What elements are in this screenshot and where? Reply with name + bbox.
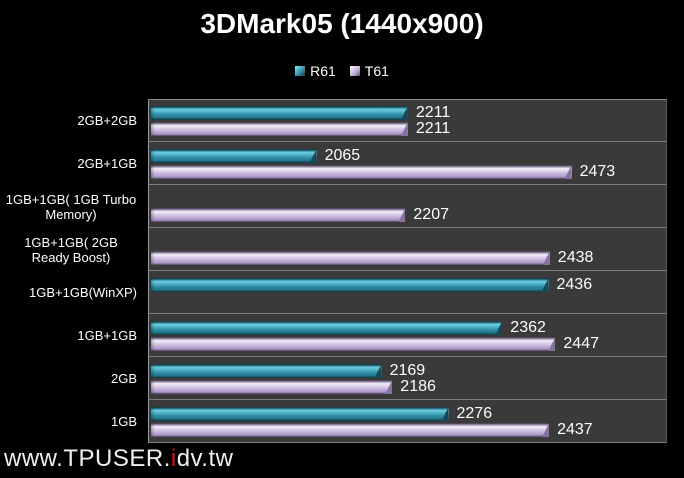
bar-slot-t61: 2438 [151,249,666,266]
legend: R61 T61 [0,63,684,79]
category-label: 2GB+2GB [0,99,148,142]
watermark-prefix: www.TPUSER. [4,445,171,472]
chart-row: 2GB+2GB 2211 2211 [0,99,667,142]
bar-slot-t61 [151,294,666,308]
chart-title: 3DMark05 (1440x900) [200,8,484,39]
plot-area: 2GB+2GB 2211 2211 2GB+1GB 2065 2473 1GB+1GB( 1… [0,99,667,443]
bar-slot-t61: 2211 [151,120,666,137]
legend-label-t61: T61 [364,63,389,79]
category-label-text: 2GB [110,371,137,386]
plot-band: 2065 2473 [148,142,667,185]
bar-slot-t61: 2473 [151,163,666,180]
category-label-text: 1GB+1GB( 2GB Ready Boost) [24,234,118,265]
chart-row: 1GB+1GB( 1GB Turbo Memory) 2207 [0,185,667,228]
bar-t61 [151,423,550,437]
bar-slot-t61: 2437 [151,421,666,438]
value-label: 2169 [389,362,426,379]
category-label: 2GB+1GB [0,142,148,185]
chart-row: 1GB+1GB( 2GB Ready Boost) 2438 [0,228,667,271]
category-label: 1GB+1GB(WinXP) [0,271,148,314]
chart-row: 2GB+1GB 2065 2473 [0,142,667,185]
value-label: 2447 [563,335,599,352]
legend-item-t61: T61 [349,63,389,79]
value-label: 2211 [415,104,451,121]
plot-band: 2207 [148,185,667,228]
chart-row: 2GB 2169 2186 [0,357,667,400]
bar-slot-r61: 2436 [151,276,666,293]
value-label: 2438 [557,249,594,266]
bar-r61 [151,106,408,120]
value-label: 2207 [413,206,449,223]
bar-slot-r61: 2169 [151,362,666,379]
plot-band: 2276 2437 [148,400,667,443]
plot-band: 2211 2211 [148,99,667,142]
bar-slot-t61: 2207 [151,206,666,223]
legend-label-r61: R61 [310,63,336,79]
bar-t61 [151,337,556,351]
category-label-text: 1GB [110,414,137,429]
value-label: 2473 [579,163,616,180]
bar-slot-r61: 2065 [151,147,666,164]
bar-slot-r61 [151,192,666,206]
value-label: 2362 [510,319,546,336]
chart-row: 1GB+1GB(WinXP) 2436 [0,271,667,314]
category-label: 1GB+1GB [0,314,148,357]
bar-t61 [151,251,550,265]
bar-t61 [151,208,406,222]
bar-slot-r61: 2211 [151,104,666,121]
legend-swatch-r61-icon [295,66,306,76]
bar-slot-r61 [151,235,666,249]
bar-r61 [151,149,317,163]
bar-slot-t61: 2447 [151,335,666,352]
watermark: www.TPUSER.idv.tw [4,445,233,473]
category-label-text: 1GB+1GB( 1GB Turbo Memory) [5,191,137,222]
category-label: 1GB+1GB( 2GB Ready Boost) [0,228,148,271]
category-label: 1GB+1GB( 1GB Turbo Memory) [0,185,148,228]
bar-slot-r61: 2276 [151,405,666,422]
value-label: 2437 [557,421,593,438]
category-label: 2GB [0,357,148,400]
value-label: 2211 [415,120,451,137]
value-label: 2065 [324,147,361,164]
plot-band: 2169 2186 [148,357,667,400]
bar-t61 [151,165,572,179]
category-label: 1GB [0,400,148,443]
watermark-suffix: dv.tw [176,445,234,472]
plot-band: 2436 [148,271,667,314]
value-label: 2276 [456,405,493,422]
value-label: 2186 [400,378,436,395]
bar-slot-r61: 2362 [151,319,666,336]
category-label-text: 2GB+1GB [77,156,137,171]
value-label: 2436 [556,276,593,293]
bar-r61 [151,364,382,378]
watermark-highlight: i [170,445,177,472]
bar-t61 [151,380,393,394]
category-label-text: 2GB+2GB [77,113,137,128]
bar-t61 [151,122,408,136]
bar-r61 [151,407,449,421]
chart-row: 1GB+1GB 2362 2447 [0,314,667,357]
bar-r61 [151,321,503,335]
plot-band: 2362 2447 [148,314,667,357]
category-label-text: 1GB+1GB [77,328,137,343]
bar-r61 [151,278,549,292]
legend-item-r61: R61 [295,63,336,79]
plot-band: 2438 [148,228,667,271]
legend-swatch-t61-icon [349,66,360,76]
bar-slot-t61: 2186 [151,378,666,395]
chart-row: 1GB 2276 2437 [0,400,667,443]
category-label-text: 1GB+1GB(WinXP) [28,285,137,300]
